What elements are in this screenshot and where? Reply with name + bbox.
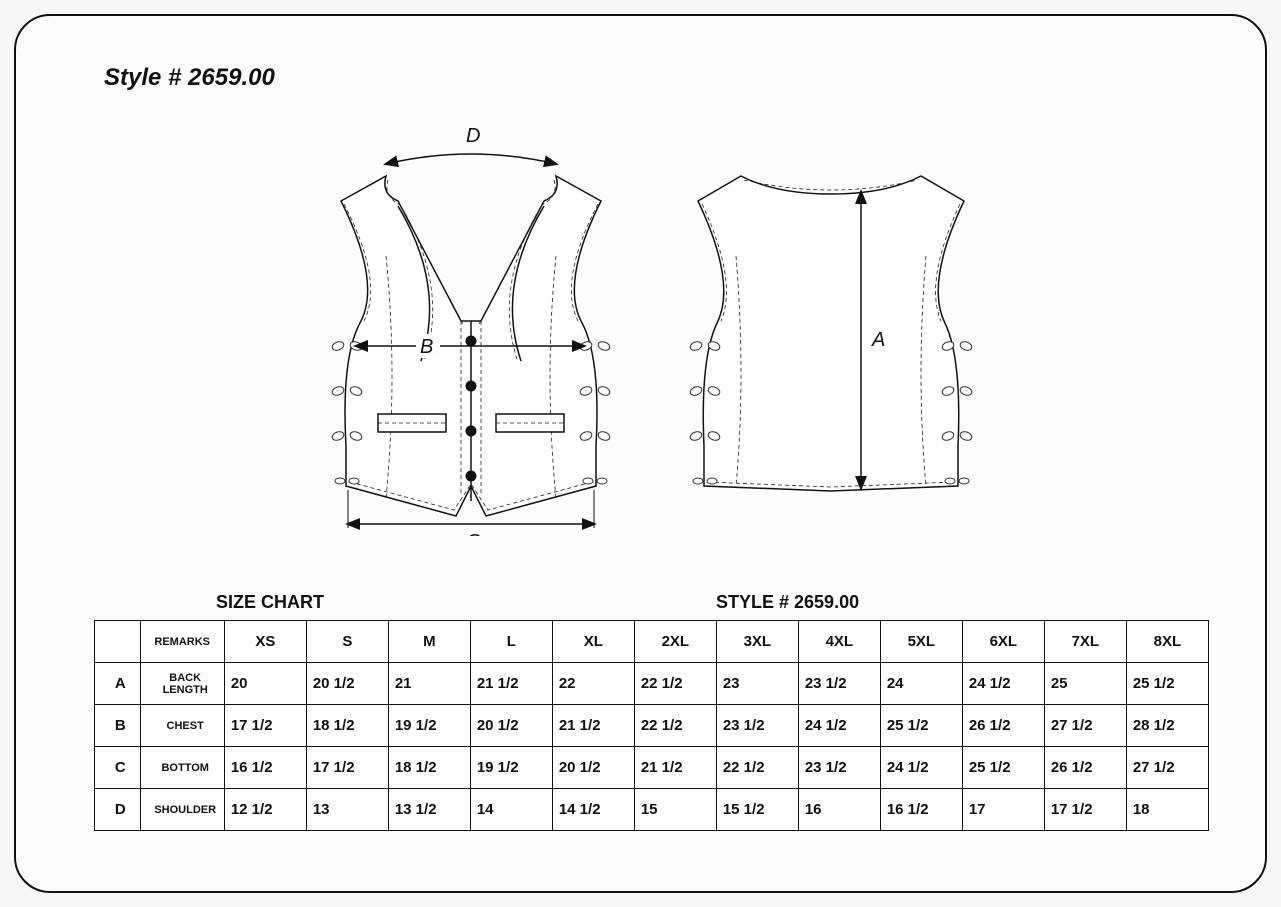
- cell: 27 1/2: [1126, 747, 1208, 789]
- col-header: 3XL: [716, 621, 798, 663]
- cell: 25 1/2: [1126, 663, 1208, 705]
- cell: 21: [388, 663, 470, 705]
- col-header: XS: [224, 621, 306, 663]
- col-header: 6XL: [962, 621, 1044, 663]
- cell: 21 1/2: [552, 705, 634, 747]
- size-chart-heading: SIZE CHART: [216, 592, 324, 613]
- cell: 22 1/2: [634, 663, 716, 705]
- cell: 24: [880, 663, 962, 705]
- col-header: 4XL: [798, 621, 880, 663]
- label-C: C: [466, 531, 481, 536]
- label-B: B: [420, 336, 433, 358]
- row-key: D: [95, 789, 141, 831]
- col-header: 7XL: [1044, 621, 1126, 663]
- cell: 26 1/2: [1044, 747, 1126, 789]
- cell: 20 1/2: [552, 747, 634, 789]
- col-header: S: [306, 621, 388, 663]
- cell: 18 1/2: [306, 705, 388, 747]
- size-chart-table: REMARKSXSSMLXL2XL3XL4XL5XL6XL7XL8XL ABAC…: [94, 620, 1209, 831]
- cell: 21 1/2: [470, 663, 552, 705]
- row-key: B: [95, 705, 141, 747]
- cell: 22 1/2: [634, 705, 716, 747]
- cell: 15 1/2: [716, 789, 798, 831]
- cell: 16 1/2: [224, 747, 306, 789]
- col-header: 2XL: [634, 621, 716, 663]
- row-remark: CHEST: [140, 705, 224, 747]
- cell: 24 1/2: [798, 705, 880, 747]
- col-header: M: [388, 621, 470, 663]
- style-number-heading: STYLE # 2659.00: [716, 592, 859, 613]
- cell: 22: [552, 663, 634, 705]
- cell: 28 1/2: [1126, 705, 1208, 747]
- cell: 27 1/2: [1044, 705, 1126, 747]
- cell: 19 1/2: [388, 705, 470, 747]
- cell: 23 1/2: [716, 705, 798, 747]
- cell: 23 1/2: [798, 663, 880, 705]
- cell: 12 1/2: [224, 789, 306, 831]
- cell: 15: [634, 789, 716, 831]
- table-row: CBOTTOM16 1/217 1/218 1/219 1/220 1/221 …: [95, 747, 1209, 789]
- cell: 20 1/2: [470, 705, 552, 747]
- row-remark: BACK LENGTH: [140, 663, 224, 705]
- cell: 19 1/2: [470, 747, 552, 789]
- col-header: [95, 621, 141, 663]
- col-header: 5XL: [880, 621, 962, 663]
- table-row: DSHOULDER12 1/21313 1/21414 1/21515 1/21…: [95, 789, 1209, 831]
- cell: 14 1/2: [552, 789, 634, 831]
- cell: 23 1/2: [798, 747, 880, 789]
- label-A: A: [871, 329, 885, 351]
- cell: 24 1/2: [962, 663, 1044, 705]
- document-frame: Style # 2659.00: [14, 14, 1267, 893]
- cell: 17: [962, 789, 1044, 831]
- row-remark: SHOULDER: [140, 789, 224, 831]
- cell: 17 1/2: [224, 705, 306, 747]
- cell: 21 1/2: [634, 747, 716, 789]
- cell: 20: [224, 663, 306, 705]
- table-row: BCHEST17 1/218 1/219 1/220 1/221 1/222 1…: [95, 705, 1209, 747]
- cell: 17 1/2: [1044, 789, 1126, 831]
- table-row: ABACK LENGTH2020 1/22121 1/22222 1/22323…: [95, 663, 1209, 705]
- cell: 25: [1044, 663, 1126, 705]
- cell: 25 1/2: [880, 705, 962, 747]
- col-header: L: [470, 621, 552, 663]
- cell: 26 1/2: [962, 705, 1044, 747]
- cell: 23: [716, 663, 798, 705]
- cell: 25 1/2: [962, 747, 1044, 789]
- cell: 18 1/2: [388, 747, 470, 789]
- col-header: 8XL: [1126, 621, 1208, 663]
- row-key: A: [95, 663, 141, 705]
- cell: 20 1/2: [306, 663, 388, 705]
- cell: 13: [306, 789, 388, 831]
- cell: 24 1/2: [880, 747, 962, 789]
- cell: 18: [1126, 789, 1208, 831]
- cell: 22 1/2: [716, 747, 798, 789]
- col-header: XL: [552, 621, 634, 663]
- row-remark: BOTTOM: [140, 747, 224, 789]
- row-key: C: [95, 747, 141, 789]
- col-header: REMARKS: [140, 621, 224, 663]
- cell: 17 1/2: [306, 747, 388, 789]
- cell: 14: [470, 789, 552, 831]
- page-title: Style # 2659.00: [104, 64, 275, 92]
- cell: 16: [798, 789, 880, 831]
- label-D: D: [466, 125, 480, 147]
- table-header-row: REMARKSXSSMLXL2XL3XL4XL5XL6XL7XL8XL: [95, 621, 1209, 663]
- cell: 13 1/2: [388, 789, 470, 831]
- vest-diagram: D B C: [286, 106, 1006, 536]
- cell: 16 1/2: [880, 789, 962, 831]
